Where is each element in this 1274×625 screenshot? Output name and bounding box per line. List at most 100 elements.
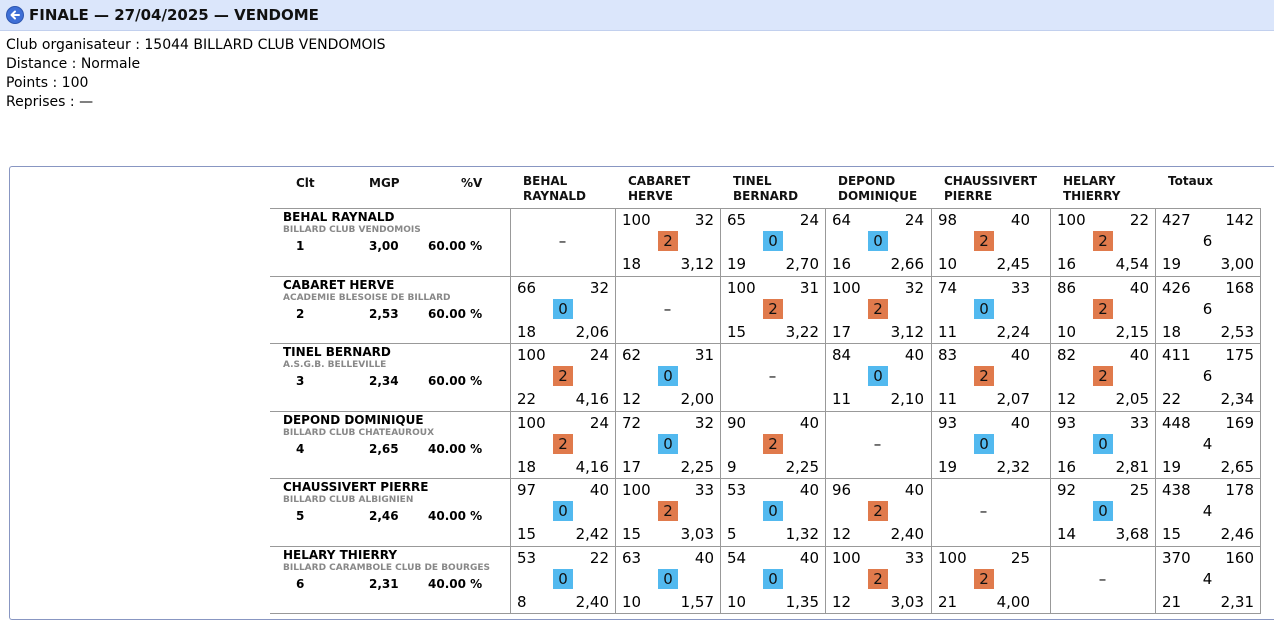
match-average: 2,05 xyxy=(1115,390,1149,408)
match-average: 2,81 xyxy=(1115,458,1149,476)
match-points-badge: 0 xyxy=(974,434,994,454)
total-average: 2,31 xyxy=(1220,593,1254,611)
total-reprises: 169 xyxy=(1225,414,1254,432)
match-average: 2,15 xyxy=(1115,323,1149,341)
match-average: 2,42 xyxy=(575,525,609,543)
match-points-badge: 2 xyxy=(974,366,994,386)
player-rank: 5 xyxy=(296,509,305,523)
match-series: 12 xyxy=(832,593,852,611)
total-points: 426 xyxy=(1162,279,1191,297)
match-cell: – xyxy=(1050,547,1155,614)
match-reprises: 24 xyxy=(589,414,609,432)
match-series: 16 xyxy=(1057,255,1077,273)
match-points: 86 xyxy=(1057,279,1077,297)
match-points-badge: 0 xyxy=(1093,434,1113,454)
header-opponent-lastname: DEPOND xyxy=(838,174,896,188)
match-points-badge: 2 xyxy=(1093,366,1113,386)
player-pct-victories: 40.00 % xyxy=(428,577,483,591)
match-average: 2,32 xyxy=(996,458,1030,476)
total-points: 370 xyxy=(1162,549,1191,567)
total-series: 21 xyxy=(1162,593,1182,611)
back-arrow-icon[interactable] xyxy=(6,6,24,24)
match-cell: 53 22 8 2,40 0 xyxy=(510,547,615,614)
header-opponent-firstname: BERNARD xyxy=(733,189,799,203)
match-reprises: 40 xyxy=(799,414,819,432)
header-opponent: DEPOND DOMINIQUE xyxy=(838,174,917,204)
match-series: 16 xyxy=(832,255,852,273)
match-average: 4,16 xyxy=(575,390,609,408)
player-mgp: 2,31 xyxy=(369,577,399,591)
match-points: 100 xyxy=(622,211,651,229)
totals-cell: 448 169 19 2,65 4 xyxy=(1155,412,1260,479)
grid-line xyxy=(270,613,1261,614)
tournament-info: Club organisateur : 15044 BILLARD CLUB V… xyxy=(6,36,386,112)
match-cell: 64 24 16 2,66 0 xyxy=(825,209,930,276)
match-reprises: 22 xyxy=(589,549,609,567)
total-match-points: 6 xyxy=(1202,300,1213,318)
organizer-club: Club organisateur : 15044 BILLARD CLUB V… xyxy=(6,37,386,53)
match-cell: 92 25 14 3,68 0 xyxy=(1050,479,1155,546)
header-clt: Clt xyxy=(296,176,315,190)
match-average: 2,40 xyxy=(890,525,924,543)
total-points: 438 xyxy=(1162,481,1191,499)
match-points-badge: 2 xyxy=(868,569,888,589)
match-series: 10 xyxy=(622,593,642,611)
match-reprises: 40 xyxy=(1129,346,1149,364)
match-average: 2,66 xyxy=(890,255,924,273)
match-average: 4,54 xyxy=(1115,255,1149,273)
match-cell: 84 40 11 2,10 0 xyxy=(825,344,930,411)
match-average: 1,57 xyxy=(680,593,714,611)
header-totals: Totaux xyxy=(1168,174,1213,188)
points: Points : 100 xyxy=(6,75,89,91)
match-points-badge: 0 xyxy=(763,231,783,251)
match-points: 98 xyxy=(938,211,958,229)
match-points-badge: 0 xyxy=(868,231,888,251)
match-points-badge: 0 xyxy=(974,299,994,319)
total-reprises: 168 xyxy=(1225,279,1254,297)
player-name: CABARET HERVE xyxy=(283,278,395,292)
player-name: DEPOND DOMINIQUE xyxy=(283,413,424,427)
match-reprises: 40 xyxy=(799,481,819,499)
match-cell: – xyxy=(720,344,825,411)
match-points: 100 xyxy=(622,481,651,499)
match-points: 92 xyxy=(1057,481,1077,499)
match-points-badge: 2 xyxy=(658,501,678,521)
match-cell: – xyxy=(615,277,720,344)
match-points: 100 xyxy=(727,279,756,297)
grid-line xyxy=(270,411,1261,412)
match-points: 97 xyxy=(517,481,537,499)
match-points: 62 xyxy=(622,346,642,364)
grid-line xyxy=(270,276,1261,277)
match-average: 2,10 xyxy=(890,390,924,408)
match-reprises: 24 xyxy=(589,346,609,364)
player-pct-victories: 40.00 % xyxy=(428,442,483,456)
match-cell: 62 31 12 2,00 0 xyxy=(615,344,720,411)
header-opponent-lastname: CABARET xyxy=(628,174,691,188)
match-points-badge: 2 xyxy=(763,299,783,319)
total-match-points: 4 xyxy=(1202,435,1213,453)
match-points-badge: 0 xyxy=(763,569,783,589)
match-cell: 82 40 12 2,05 2 xyxy=(1050,344,1155,411)
header-opponent-lastname: HELARY xyxy=(1063,174,1116,188)
totals-cell: 411 175 22 2,34 6 xyxy=(1155,344,1260,411)
match-average: 2,24 xyxy=(996,323,1030,341)
match-average: 1,32 xyxy=(785,525,819,543)
match-points: 93 xyxy=(1057,414,1077,432)
match-reprises: 40 xyxy=(799,549,819,567)
player-rank: 3 xyxy=(296,374,305,388)
match-cell: 100 25 21 4,00 2 xyxy=(931,547,1036,614)
header-opponent: CABARET HERVE xyxy=(628,174,690,204)
grid-line xyxy=(270,546,1261,547)
match-reprises: 40 xyxy=(1010,414,1030,432)
player-mgp: 2,34 xyxy=(369,374,399,388)
match-cell: 66 32 18 2,06 0 xyxy=(510,277,615,344)
match-series: 11 xyxy=(938,390,958,408)
empty-cell-dash: – xyxy=(558,232,567,250)
match-average: 3,68 xyxy=(1115,525,1149,543)
header-opponent: HELARY THIERRY xyxy=(1063,174,1120,204)
match-reprises: 31 xyxy=(799,279,819,297)
match-average: 1,35 xyxy=(785,593,819,611)
player-club: BILLARD CLUB ALBIGNIEN xyxy=(283,495,414,505)
match-series: 8 xyxy=(517,593,527,611)
match-points: 83 xyxy=(938,346,958,364)
